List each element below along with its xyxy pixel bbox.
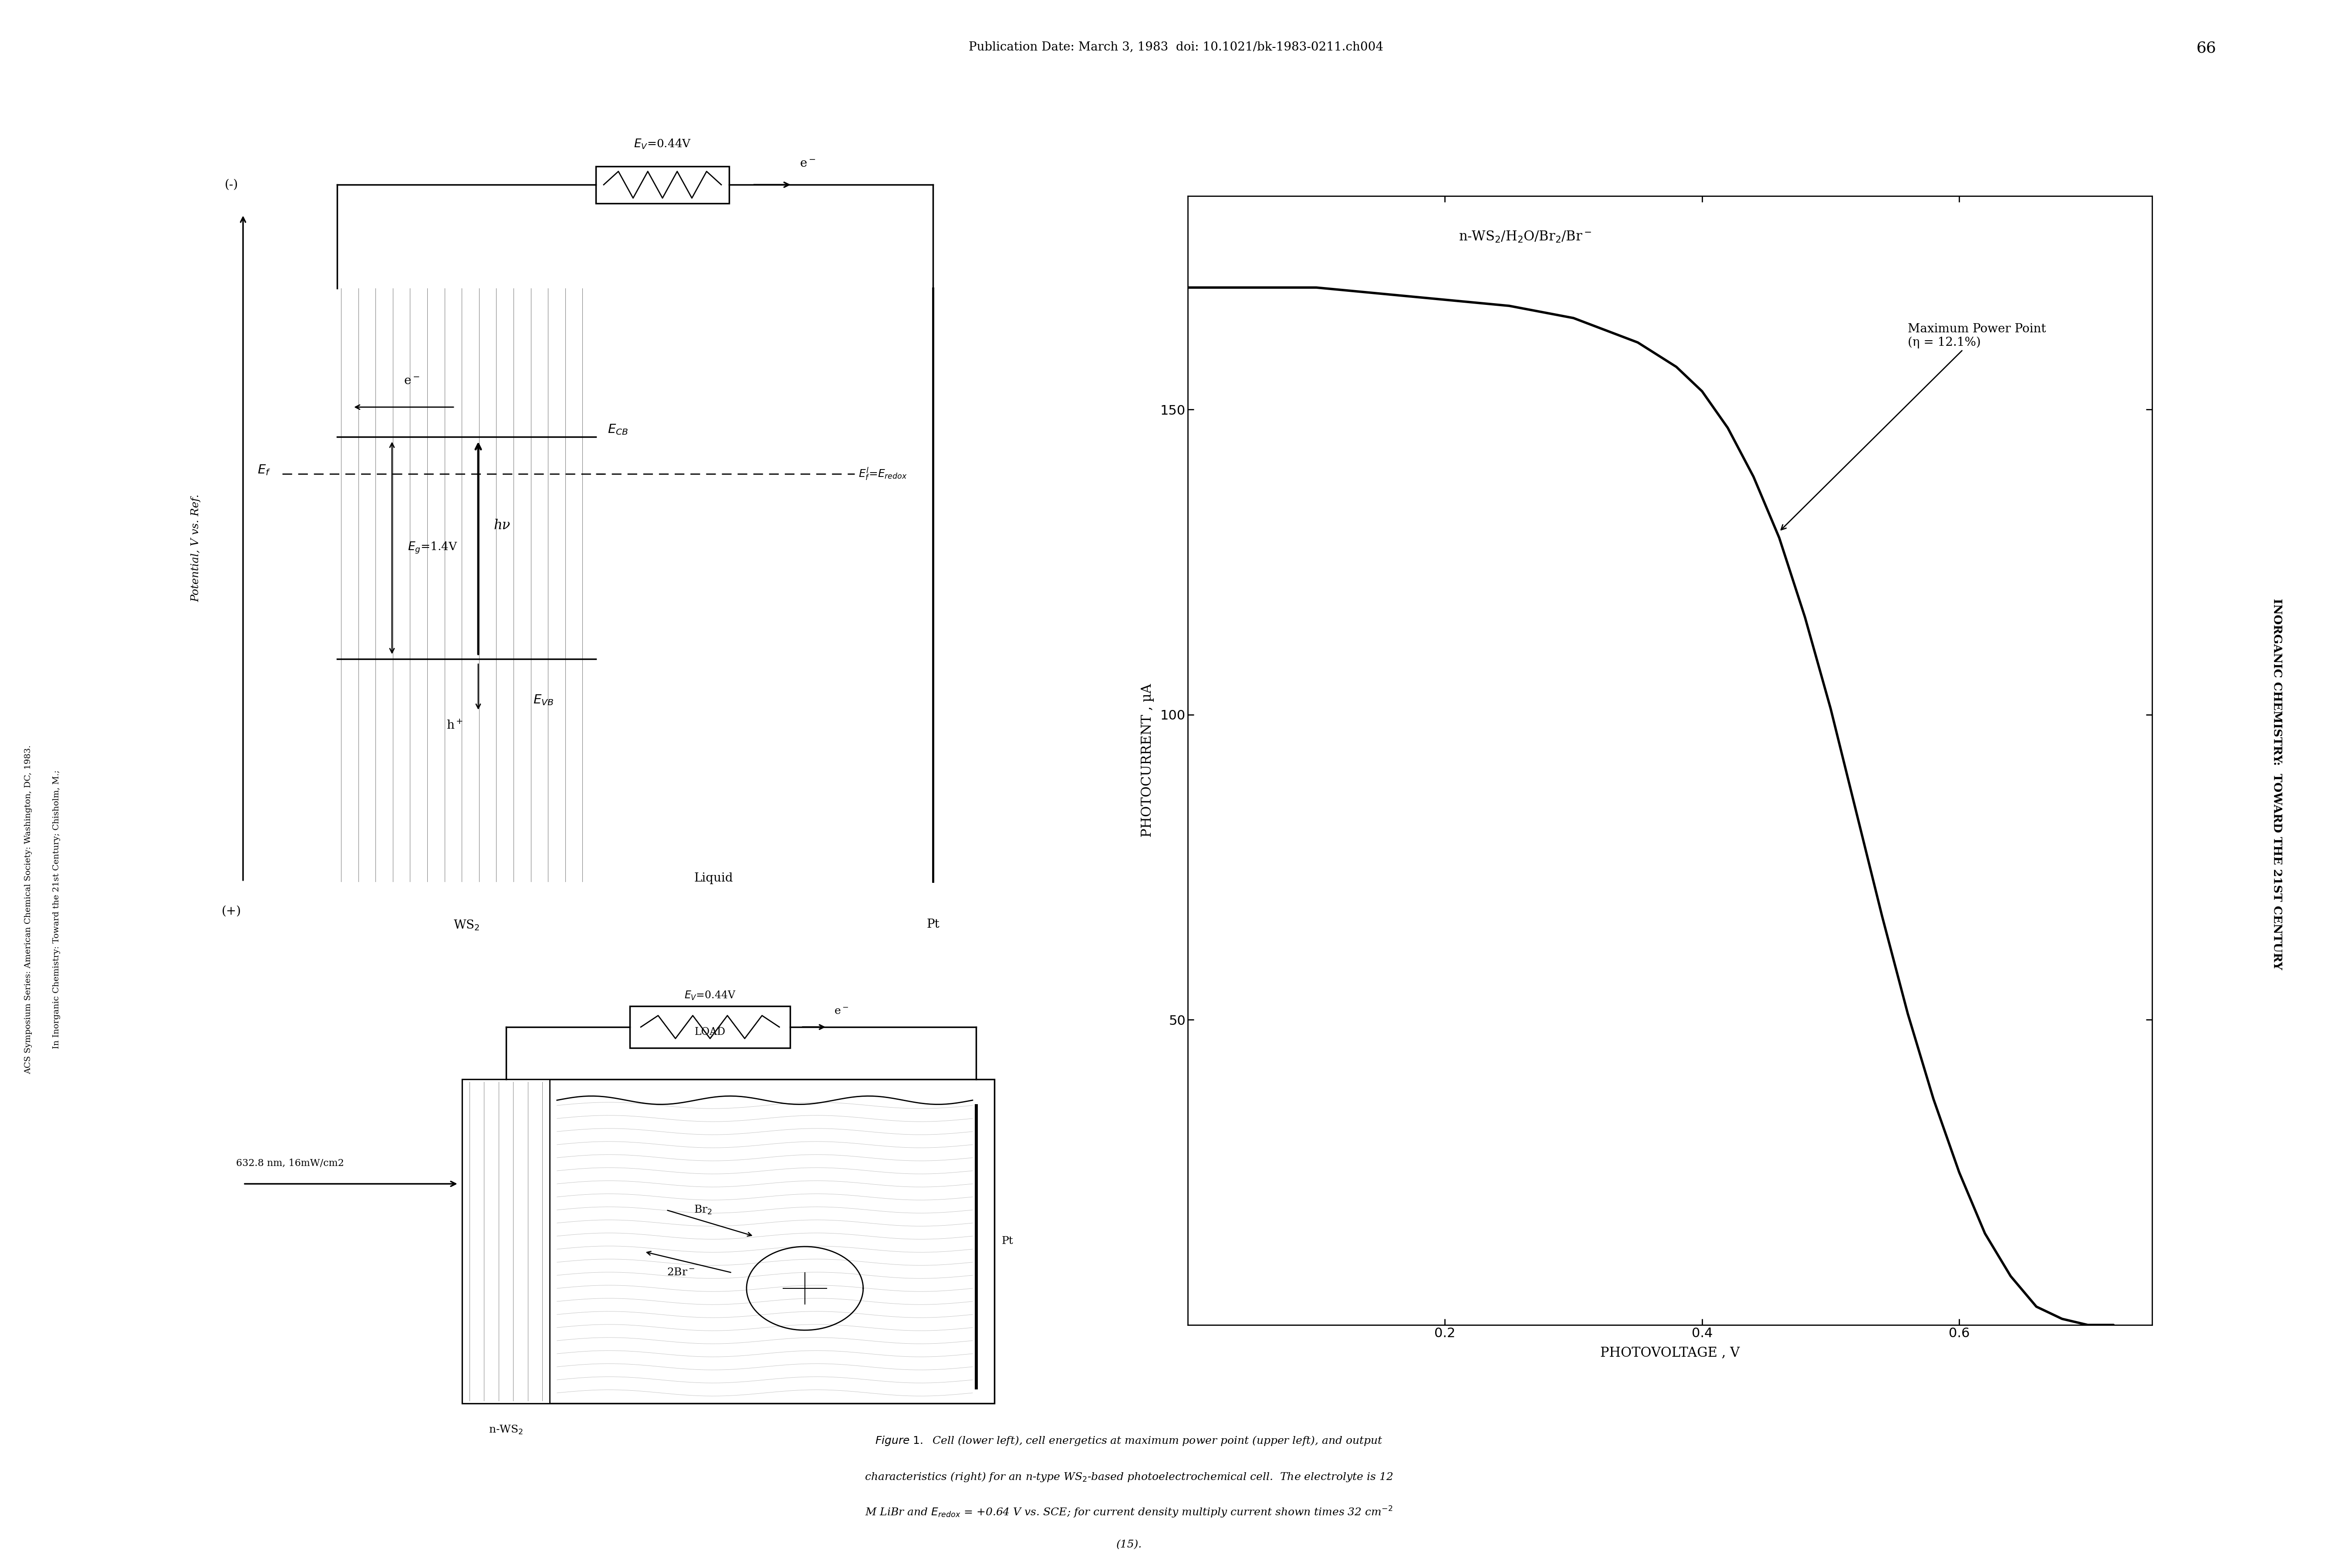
Text: $E_f$: $E_f$ [256, 464, 270, 477]
Text: M LiBr and $E_{redox}$ = +0.64 V vs. SCE; for current density multiply current s: M LiBr and $E_{redox}$ = +0.64 V vs. SCE… [866, 1505, 1392, 1519]
Text: characteristics (right) for an n-type WS$_2$-based photoelectrochemical cell.  T: characteristics (right) for an n-type WS… [866, 1471, 1392, 1483]
Y-axis label: PHOTOCURRENT , µA: PHOTOCURRENT , µA [1141, 684, 1155, 837]
Text: $E_{CB}$: $E_{CB}$ [607, 423, 628, 436]
Text: ACS Symposium Series: American Chemical Society: Washington, DC, 1983.: ACS Symposium Series: American Chemical … [24, 745, 33, 1074]
Text: Potential, V vs. Ref.: Potential, V vs. Ref. [191, 494, 200, 602]
Text: e$^-$: e$^-$ [835, 1007, 849, 1016]
Text: LOAD: LOAD [694, 1027, 724, 1038]
Text: (15).: (15). [1117, 1540, 1141, 1549]
Text: In Inorganic Chemistry: Toward the 21st Century; Chisholm, M.;: In Inorganic Chemistry: Toward the 21st … [52, 770, 61, 1049]
Text: n-WS$_2$/H$_2$O/Br$_2$/Br$^-$: n-WS$_2$/H$_2$O/Br$_2$/Br$^-$ [1458, 230, 1592, 245]
Text: Liquid: Liquid [694, 872, 734, 884]
Text: hν: hν [494, 519, 510, 533]
Text: (-): (-) [223, 179, 238, 191]
Text: 632.8 nm, 16mW/cm2: 632.8 nm, 16mW/cm2 [235, 1159, 343, 1168]
Text: e$^-$: e$^-$ [405, 375, 419, 387]
Text: $\mathit{Figure\ 1.}$  Cell (lower left), cell energetics at maximum power point: $\mathit{Figure\ 1.}$ Cell (lower left),… [875, 1435, 1383, 1447]
Text: $E_f^l$=$E_{redox}$: $E_f^l$=$E_{redox}$ [858, 466, 908, 481]
Text: $E_{VB}$: $E_{VB}$ [534, 693, 553, 707]
Text: Publication Date: March 3, 1983  doi: 10.1021/bk-1983-0211.ch004: Publication Date: March 3, 1983 doi: 10.… [969, 41, 1383, 52]
Bar [595, 166, 729, 204]
Text: INORGANIC CHEMISTRY:  TOWARD THE 21ST CENTURY: INORGANIC CHEMISTRY: TOWARD THE 21ST CEN… [2272, 599, 2281, 969]
Text: (+): (+) [221, 905, 242, 917]
Text: Br$_2$: Br$_2$ [694, 1204, 713, 1215]
Text: $E_g$=1.4V: $E_g$=1.4V [407, 541, 459, 555]
Text: Maximum Power Point
(η = 12.1%): Maximum Power Point (η = 12.1%) [1780, 323, 2046, 530]
Text: e$^-$: e$^-$ [800, 158, 816, 169]
Text: h$^+$: h$^+$ [447, 720, 463, 732]
Text: WS$_2$: WS$_2$ [454, 919, 480, 931]
Text: $E_V$=0.44V: $E_V$=0.44V [633, 138, 691, 151]
X-axis label: PHOTOVOLTAGE , V: PHOTOVOLTAGE , V [1599, 1345, 1740, 1359]
Bar [461, 1079, 550, 1403]
Text: Pt: Pt [927, 919, 938, 930]
Text: n-WS$_2$: n-WS$_2$ [489, 1424, 522, 1436]
Bar [461, 1079, 995, 1403]
Bar [630, 1007, 790, 1047]
Text: Pt: Pt [1002, 1236, 1014, 1247]
Text: 66: 66 [2197, 41, 2216, 55]
Text: $E_V$=0.44V: $E_V$=0.44V [684, 989, 736, 1002]
Text: 2Br$^-$: 2Br$^-$ [668, 1267, 694, 1278]
